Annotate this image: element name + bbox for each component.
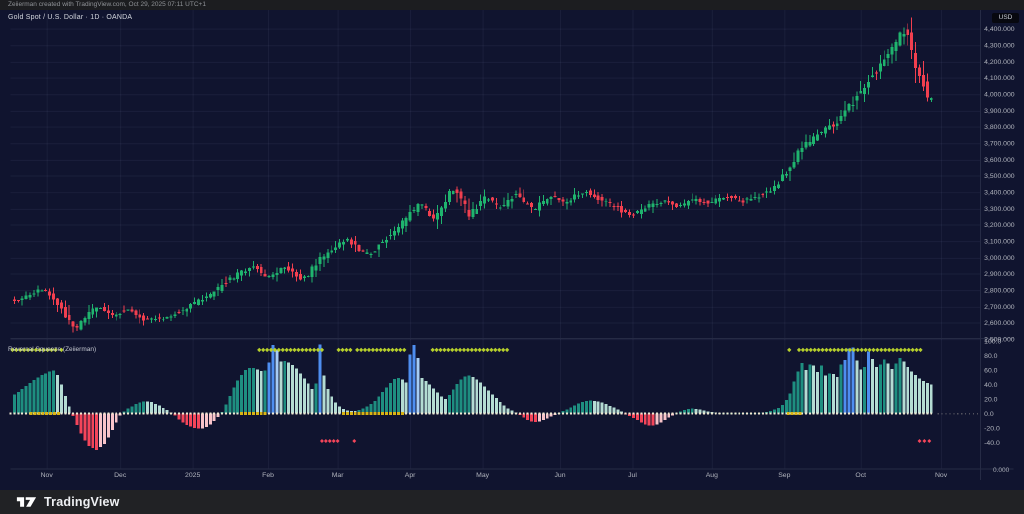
svg-text:4,200.000: 4,200.000 bbox=[984, 59, 1015, 66]
pane-borders bbox=[10, 10, 1014, 481]
svg-text:4,400.000: 4,400.000 bbox=[984, 26, 1015, 33]
candlestick-series bbox=[12, 17, 933, 333]
svg-text:Dec: Dec bbox=[114, 472, 127, 479]
attribution-bar: Zeiierman created with TradingView.com, … bbox=[0, 0, 1024, 10]
svg-text:80.0: 80.0 bbox=[984, 353, 998, 360]
svg-text:60.0: 60.0 bbox=[984, 368, 998, 375]
svg-text:3,600.000: 3,600.000 bbox=[984, 157, 1015, 164]
tradingview-wordmark[interactable]: TradingView bbox=[44, 495, 120, 509]
svg-text:Feb: Feb bbox=[262, 472, 274, 479]
svg-text:Nov: Nov bbox=[935, 472, 948, 479]
svg-text:Aug: Aug bbox=[706, 472, 718, 479]
svg-text:2,600.000: 2,600.000 bbox=[984, 320, 1015, 327]
svg-text:Mar: Mar bbox=[332, 472, 345, 479]
svg-text:3,400.000: 3,400.000 bbox=[984, 189, 1015, 196]
svg-text:2025: 2025 bbox=[185, 472, 200, 479]
svg-text:3,500.000: 3,500.000 bbox=[984, 173, 1015, 180]
indicator-axis-labels: 100.0 80.0 60.0 40.0 20.0 0.0 -20.0 -40.0 bbox=[984, 339, 1001, 447]
svg-text:3,300.000: 3,300.000 bbox=[984, 206, 1015, 213]
currency-badge: USD bbox=[992, 13, 1019, 23]
symbol-title: Gold Spot / U.S. Dollar · 1D · OANDA bbox=[8, 14, 133, 21]
svg-text:Oct: Oct bbox=[855, 472, 866, 479]
svg-text:Jun: Jun bbox=[554, 472, 565, 479]
svg-text:May: May bbox=[476, 472, 490, 479]
time-axis-labels: Nov Dec 2025 Feb Mar Apr May Jun Jul Aug Sep Oct Nov bbox=[41, 472, 948, 479]
attribution-text: Zeiierman created with TradingView.com, … bbox=[8, 1, 206, 8]
footer-bar: TradingView bbox=[0, 490, 1024, 514]
svg-text:-20.0: -20.0 bbox=[984, 426, 1000, 433]
squeeze-dots bbox=[9, 412, 978, 416]
svg-text:3,900.000: 3,900.000 bbox=[984, 108, 1015, 115]
svg-text:Sep: Sep bbox=[778, 472, 790, 479]
svg-text:3,800.000: 3,800.000 bbox=[984, 124, 1015, 131]
svg-text:-40.0: -40.0 bbox=[984, 440, 1000, 447]
svg-text:Jul: Jul bbox=[628, 472, 637, 479]
indicator-title: Reversal Squeeze (Zeiierman) bbox=[8, 346, 97, 353]
svg-text:Apr: Apr bbox=[405, 472, 416, 479]
tradingview-logo-icon[interactable] bbox=[16, 494, 37, 510]
svg-text:3,700.000: 3,700.000 bbox=[984, 141, 1015, 148]
svg-text:4,300.000: 4,300.000 bbox=[984, 43, 1015, 50]
svg-text:2,700.000: 2,700.000 bbox=[984, 304, 1015, 311]
oscillator-histogram bbox=[12, 344, 933, 450]
svg-text:Nov: Nov bbox=[41, 472, 54, 479]
price-axis-labels: 4,400.000 4,300.000 4,200.000 4,100.000 4,00… bbox=[984, 26, 1015, 343]
signal-diamonds bbox=[10, 347, 932, 443]
svg-text:40.0: 40.0 bbox=[984, 382, 998, 389]
svg-text:100.0: 100.0 bbox=[984, 339, 1001, 346]
svg-text:20.0: 20.0 bbox=[984, 397, 998, 404]
svg-text:3,100.000: 3,100.000 bbox=[984, 238, 1015, 245]
chart-canvas[interactable]: 4,400.000 4,300.000 4,200.000 4,100.000 4,00… bbox=[0, 10, 1024, 490]
svg-text:0.0: 0.0 bbox=[984, 411, 994, 418]
svg-text:4,000.000: 4,000.000 bbox=[984, 92, 1015, 99]
svg-text:2,900.000: 2,900.000 bbox=[984, 271, 1015, 278]
svg-text:2,500.000: 2,500.000 bbox=[984, 336, 1015, 343]
chart-region: 4,400.000 4,300.000 4,200.000 4,100.000 4,00… bbox=[0, 10, 1024, 490]
svg-text:4,100.000: 4,100.000 bbox=[984, 75, 1015, 82]
svg-text:2,800.000: 2,800.000 bbox=[984, 287, 1015, 294]
indicator-last-value: 0.000 bbox=[993, 467, 1010, 474]
svg-text:3,000.000: 3,000.000 bbox=[984, 255, 1015, 262]
svg-text:3,200.000: 3,200.000 bbox=[984, 222, 1015, 229]
